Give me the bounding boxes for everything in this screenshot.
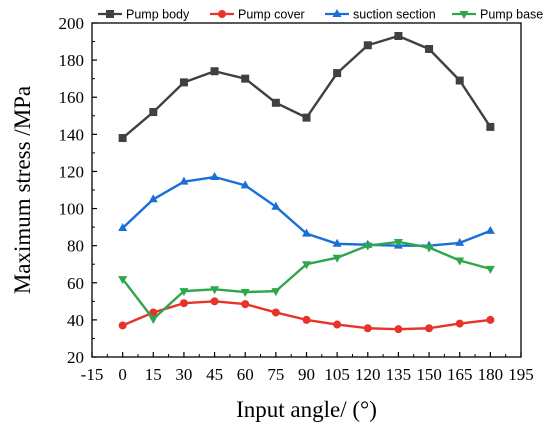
- data-point: [118, 134, 127, 143]
- y-tick-label: 200: [59, 14, 85, 33]
- data-point: [179, 288, 189, 297]
- series-suction-section: [118, 172, 495, 249]
- data-point: [425, 44, 434, 53]
- y-tick-label: 80: [67, 237, 84, 256]
- data-point: [148, 194, 158, 203]
- data-point: [363, 41, 372, 50]
- x-tick-label: -15: [81, 365, 104, 384]
- data-point: [302, 315, 311, 324]
- x-tick-label: 120: [355, 365, 381, 384]
- data-point: [333, 69, 342, 78]
- legend-swatch-marker: [332, 9, 342, 17]
- data-point: [210, 67, 219, 76]
- data-point: [425, 324, 434, 333]
- legend-swatch-marker: [218, 10, 226, 18]
- x-tick-label: 0: [118, 365, 127, 384]
- data-point: [271, 98, 280, 107]
- data-point: [332, 238, 342, 247]
- data-point: [240, 180, 250, 189]
- legend-label: Pump body: [126, 8, 190, 22]
- data-point: [271, 308, 280, 317]
- data-point: [118, 223, 128, 232]
- data-point: [210, 297, 219, 306]
- series-pump-base: [118, 238, 495, 324]
- data-point: [485, 225, 495, 234]
- legend-swatch-marker: [459, 11, 469, 19]
- series-layer: [118, 31, 495, 334]
- data-point: [302, 113, 311, 122]
- data-point: [455, 237, 465, 246]
- axes: -15 0 15 30 45 60 75 90 105 120 135 150 165 180 195204…: [59, 14, 534, 384]
- x-tick-label: 75: [267, 365, 284, 384]
- x-tick-label: 45: [206, 365, 223, 384]
- y-tick-label: 100: [59, 200, 85, 219]
- data-point: [302, 228, 311, 237]
- data-point: [271, 201, 281, 210]
- data-point: [393, 238, 403, 247]
- y-tick-label: 60: [67, 274, 84, 293]
- x-tick-label: 150: [416, 365, 442, 384]
- y-tick-label: 140: [59, 125, 85, 144]
- data-point: [241, 74, 250, 83]
- legend-label: suction section: [353, 8, 436, 22]
- x-tick-label: 195: [508, 365, 534, 384]
- data-point: [455, 76, 464, 85]
- y-tick-label: 120: [59, 162, 85, 181]
- data-point: [210, 172, 220, 181]
- legend-item: Pump cover: [210, 8, 305, 22]
- x-tick-label: 15: [145, 365, 162, 384]
- series-pump-cover: [118, 297, 495, 334]
- data-point: [394, 325, 403, 334]
- data-point: [485, 265, 495, 274]
- x-tick-label: 135: [386, 365, 412, 384]
- series-line: [121, 34, 492, 139]
- data-point: [486, 315, 495, 324]
- series-line: [121, 240, 491, 321]
- data-point: [363, 242, 373, 251]
- data-point: [118, 321, 127, 330]
- data-point: [424, 244, 434, 253]
- data-point: [179, 78, 188, 87]
- x-tick-label: 180: [478, 365, 504, 384]
- data-point: [455, 257, 465, 266]
- legend: Pump body Pump cover suction section Pump b…: [98, 8, 543, 22]
- data-point: [148, 315, 158, 324]
- data-point: [455, 319, 464, 328]
- y-tick-label: 20: [67, 348, 84, 367]
- y-tick-label: 160: [59, 88, 85, 107]
- data-point: [149, 108, 158, 117]
- x-tick-label: 30: [175, 365, 192, 384]
- y-axis-title: Maximum stress /MPa: [10, 86, 35, 294]
- x-tick-label: 60: [237, 365, 254, 384]
- legend-label: Pump base: [480, 8, 543, 22]
- x-tick-label: 105: [324, 365, 350, 384]
- data-point: [394, 31, 403, 40]
- data-point: [332, 254, 342, 263]
- legend-swatch-marker: [106, 10, 114, 18]
- legend-label: Pump cover: [238, 8, 305, 22]
- plot-frame: [91, 22, 522, 358]
- data-point: [363, 324, 372, 333]
- legend-item: Pump base: [452, 8, 543, 22]
- data-point: [118, 276, 128, 285]
- y-tick-label: 180: [59, 51, 85, 70]
- data-point: [240, 289, 250, 298]
- data-point: [241, 300, 250, 309]
- x-axis-title: Input angle/ (°): [236, 397, 377, 422]
- legend-item: Pump body: [98, 8, 190, 22]
- data-point: [302, 261, 311, 270]
- data-point: [486, 122, 495, 131]
- series-pump-body: [118, 31, 495, 143]
- y-tick-label: 40: [67, 311, 84, 330]
- data-point: [271, 288, 281, 297]
- series-line: [122, 300, 491, 331]
- data-point: [179, 176, 189, 185]
- legend-item: suction section: [325, 8, 436, 22]
- x-tick-label: 90: [298, 365, 315, 384]
- x-tick-label: 165: [447, 365, 473, 384]
- data-point: [210, 286, 220, 295]
- data-point: [333, 320, 342, 329]
- data-point: [179, 299, 188, 308]
